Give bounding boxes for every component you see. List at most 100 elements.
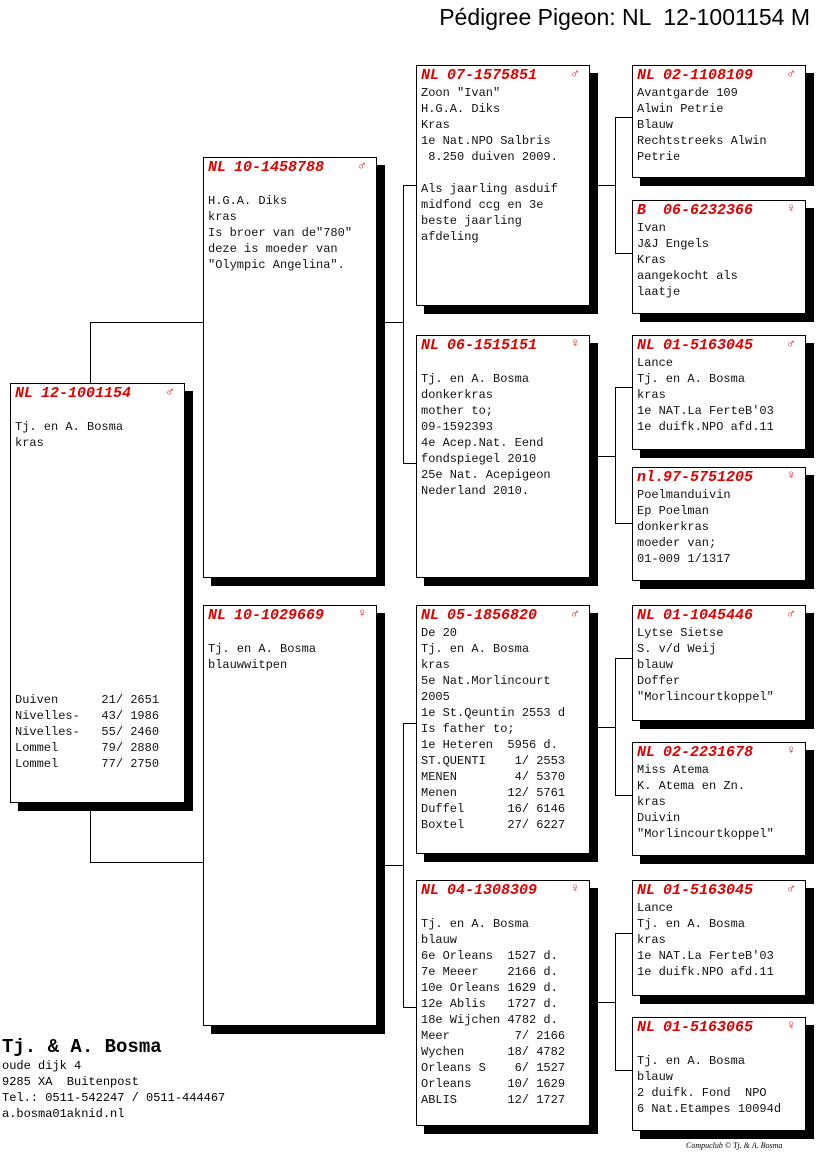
detail-line: "Morlincourtkoppel" [637, 827, 774, 841]
connector [597, 456, 615, 457]
connector [615, 658, 632, 659]
detail-line: Lance [637, 901, 674, 915]
detail-line: S. v/d Weij [637, 642, 717, 656]
detail-line: H.G.A. Diks [421, 102, 501, 116]
detail-line: 5e Nat.Morlincourt [421, 674, 551, 688]
result-line: Lommel 77/ 2750 [15, 757, 160, 771]
detail-line: Wychen 18/ 4782 [421, 1045, 566, 1059]
female-symbol-icon: ♀ [787, 468, 795, 483]
ring-number: 01-5163045 [663, 882, 754, 899]
detail-line: kras [421, 658, 450, 672]
detail-line: laatje [637, 285, 681, 299]
pigeon-card-ddd[interactable]: NL 01-5163065 ♀ Tj. en A. Bosma blauw 2 duifk… [632, 1017, 806, 1131]
detail-line [15, 403, 184, 419]
pigeon-card-dds[interactable]: NL 01-5163045 ♂ Lance Tj. en A. Bosma kras 1e … [632, 880, 806, 996]
pigeon-card-sds[interactable]: NL 01-5163045 ♂ Lance Tj. en A. Bosma kras 1e … [632, 335, 806, 450]
card-details: Ivan J&J Engels Kras aangekocht als laatje [633, 220, 805, 300]
pigeon-card-dss[interactable]: NL 01-1045446 ♂ Lytse Sietse S. v/d Weij blau… [632, 605, 806, 721]
detail-line [208, 177, 376, 193]
country-code: NL [637, 337, 656, 354]
connector [597, 727, 615, 728]
ring-number: 10-1458788 [234, 159, 325, 176]
connector [384, 865, 403, 866]
card-details: Tj. en A. Bosma kras [11, 403, 184, 451]
detail-line: Kras [637, 253, 666, 267]
detail-line: ST.QUENTI 1/ 2553 [421, 754, 566, 768]
pigeon-card-subject[interactable]: NL 12-1001154 ♂ Tj. en A. Bosma kras Duiven 2… [10, 383, 185, 803]
card-details: Miss Atema K. Atema en Zn. kras Duivin "Morl… [633, 762, 805, 842]
card-header: NL 04-1308309 ♀ [417, 881, 589, 900]
detail-line: Tj. en A. Bosma [421, 642, 530, 656]
card-details: Poelmanduivin Ep Poelman donkerkras moeder … [633, 487, 805, 567]
connector [615, 387, 616, 523]
detail-line: 10e Orleans 1629 d. [421, 981, 558, 995]
ring-number: 07-1575851 [447, 67, 538, 84]
detail-line: Miss Atema [637, 763, 710, 777]
detail-line: Tj. en A. Bosma [421, 917, 530, 931]
male-symbol-icon: ♂ [358, 158, 366, 173]
connector [403, 463, 416, 464]
detail-line: kras [637, 388, 666, 402]
detail-line: 2 duifk. Fond NPO [637, 1086, 767, 1100]
female-symbol-icon: ♀ [571, 881, 579, 896]
detail-line: Doffer [637, 674, 681, 688]
connector [384, 322, 403, 323]
connector [90, 862, 203, 863]
country-code: NL [421, 337, 440, 354]
pigeon-card-sdd[interactable]: nl. 97-5751205 ♀ Poelmanduivin Ep Poelman don… [632, 467, 806, 581]
card-details: H.G.A. Diks kras Is broer van de"780" deze … [204, 177, 376, 273]
female-symbol-icon: ♀ [571, 336, 579, 351]
breeder-name: Tj. & A. Bosma [2, 1036, 162, 1058]
connector [90, 322, 91, 383]
detail-line: 1e St.Qeuntin 2553 d [421, 706, 566, 720]
detail-line: 1e Heteren 5956 d. [421, 738, 558, 752]
connector [615, 658, 616, 795]
pigeon-card-dam-sire[interactable]: NL 05-1856820 ♂ De 20 Tj. en A. Bosma kras 5e … [416, 605, 590, 854]
detail-line: blauw [637, 1070, 674, 1084]
detail-line: Is broer van de"780" [208, 226, 353, 240]
breeder-address: oude dijk 4 [2, 1059, 82, 1073]
pigeon-card-sire-dam[interactable]: NL 06-1515151 ♀ Tj. en A. Bosma donkerkras mo… [416, 335, 590, 578]
detail-line: Boxtel 27/ 6227 [421, 818, 566, 832]
pigeon-card-dam-dam[interactable]: NL 04-1308309 ♀ Tj. en A. Bosma blauw 6e Orle… [416, 880, 590, 1126]
male-symbol-icon: ♂ [787, 606, 795, 621]
connector [615, 387, 632, 388]
country-code: B [637, 202, 647, 219]
detail-line: donkerkras [421, 388, 494, 402]
card-header: NL 10-1458788 ♂ [204, 158, 376, 177]
pigeon-card-dsd[interactable]: NL 02-2231678 ♀ Miss Atema K. Atema en Zn. kr… [632, 742, 806, 856]
detail-line [208, 625, 376, 641]
detail-line: 12e Ablis 1727 d. [421, 997, 558, 1011]
detail-line: Tj. en A. Bosma [208, 642, 317, 656]
connector [615, 117, 632, 118]
country-code: nl. [637, 469, 665, 486]
breeder-phone: Tel.: 0511-542247 / 0511-444467 [2, 1091, 226, 1105]
country-code: NL [637, 67, 656, 84]
detail-line: midfond ccg en 3e [421, 198, 544, 212]
detail-line: Kras [421, 118, 450, 132]
ring-number: 97-5751205 [663, 469, 754, 486]
detail-line: 1e NAT.La FerteB'03 [637, 404, 774, 418]
pigeon-card-sire-sire[interactable]: NL 07-1575851 ♂ Zoon "Ivan" H.G.A. Diks Kras 1… [416, 65, 590, 306]
card-details: Tj. en A. Bosma blauw 6e Orleans 1527 d. 7e… [417, 900, 589, 1108]
pigeon-card-sire[interactable]: NL 10-1458788 ♂ H.G.A. Diks kras Is broer van… [203, 157, 377, 578]
detail-line: K. Atema en Zn. [637, 779, 746, 793]
detail-line [421, 355, 589, 371]
detail-line: Duivin [637, 811, 681, 825]
breeder-email: a.bosma01aknid.nl [2, 1107, 125, 1121]
pigeon-card-ssd[interactable]: B 06-6232366 ♀ Ivan J&J Engels Kras aangekocht… [632, 200, 806, 314]
card-header: nl. 97-5751205 ♀ [633, 468, 805, 487]
detail-line: Poelmanduivin [637, 488, 731, 502]
connector [615, 117, 616, 253]
ring-number: 01-5163065 [663, 1019, 754, 1036]
detail-line: Petrie [637, 150, 681, 164]
detail-line: 18e Wijchen 4782 d. [421, 1013, 558, 1027]
card-details: Lance Tj. en A. Bosma kras 1e NAT.La FerteB… [633, 900, 805, 980]
detail-line: 25e Nat. Acepigeon [421, 468, 551, 482]
pigeon-card-sss[interactable]: NL 02-1108109 ♂ Avantgarde 109 Alwin Petrie B… [632, 65, 806, 178]
detail-line: 8.250 duiven 2009. [421, 150, 558, 164]
pigeon-card-dam[interactable]: NL 10-1029669 ♀ Tj. en A. Bosma blauwwitpen [203, 605, 377, 1026]
female-symbol-icon: ♀ [787, 743, 795, 758]
connector [90, 802, 91, 863]
detail-line: beste jaarling [421, 214, 522, 228]
